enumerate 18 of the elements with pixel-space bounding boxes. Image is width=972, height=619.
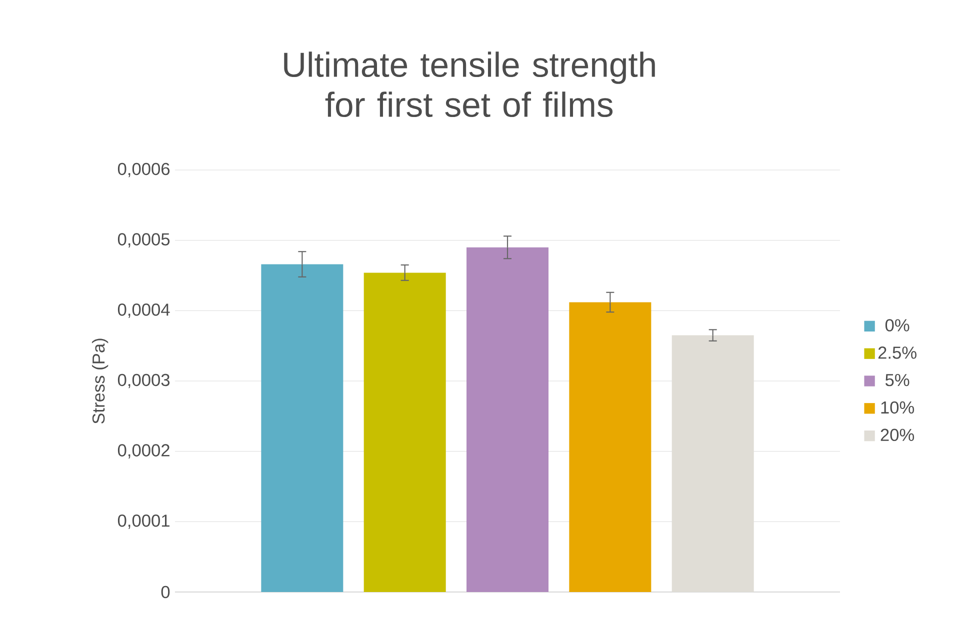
y-tick-label: 0,0003 [118, 374, 170, 388]
bar [466, 247, 549, 592]
bar [261, 264, 344, 592]
y-tick-label: 0,0005 [118, 233, 170, 248]
legend-label: 10% [881, 401, 914, 414]
y-tick-label: 0,0006 [118, 162, 170, 178]
y-axis-title: Stress (Pa) [92, 338, 108, 424]
legend-label: 5% [885, 374, 910, 386]
chart-title: Ultimate tensile strength for first set of films [284, 52, 655, 118]
legend-label: 0% [885, 319, 910, 332]
y-tick-label: 0 [161, 586, 170, 598]
legend-label: 2.5% [878, 346, 916, 359]
y-tick-label: 0,0004 [118, 304, 170, 318]
bar [569, 302, 652, 592]
legend-label: 20% [880, 428, 914, 442]
bar [364, 272, 446, 592]
y-tick-label: 0,0002 [118, 444, 170, 458]
y-tick-label: 0,0001 [118, 514, 170, 529]
